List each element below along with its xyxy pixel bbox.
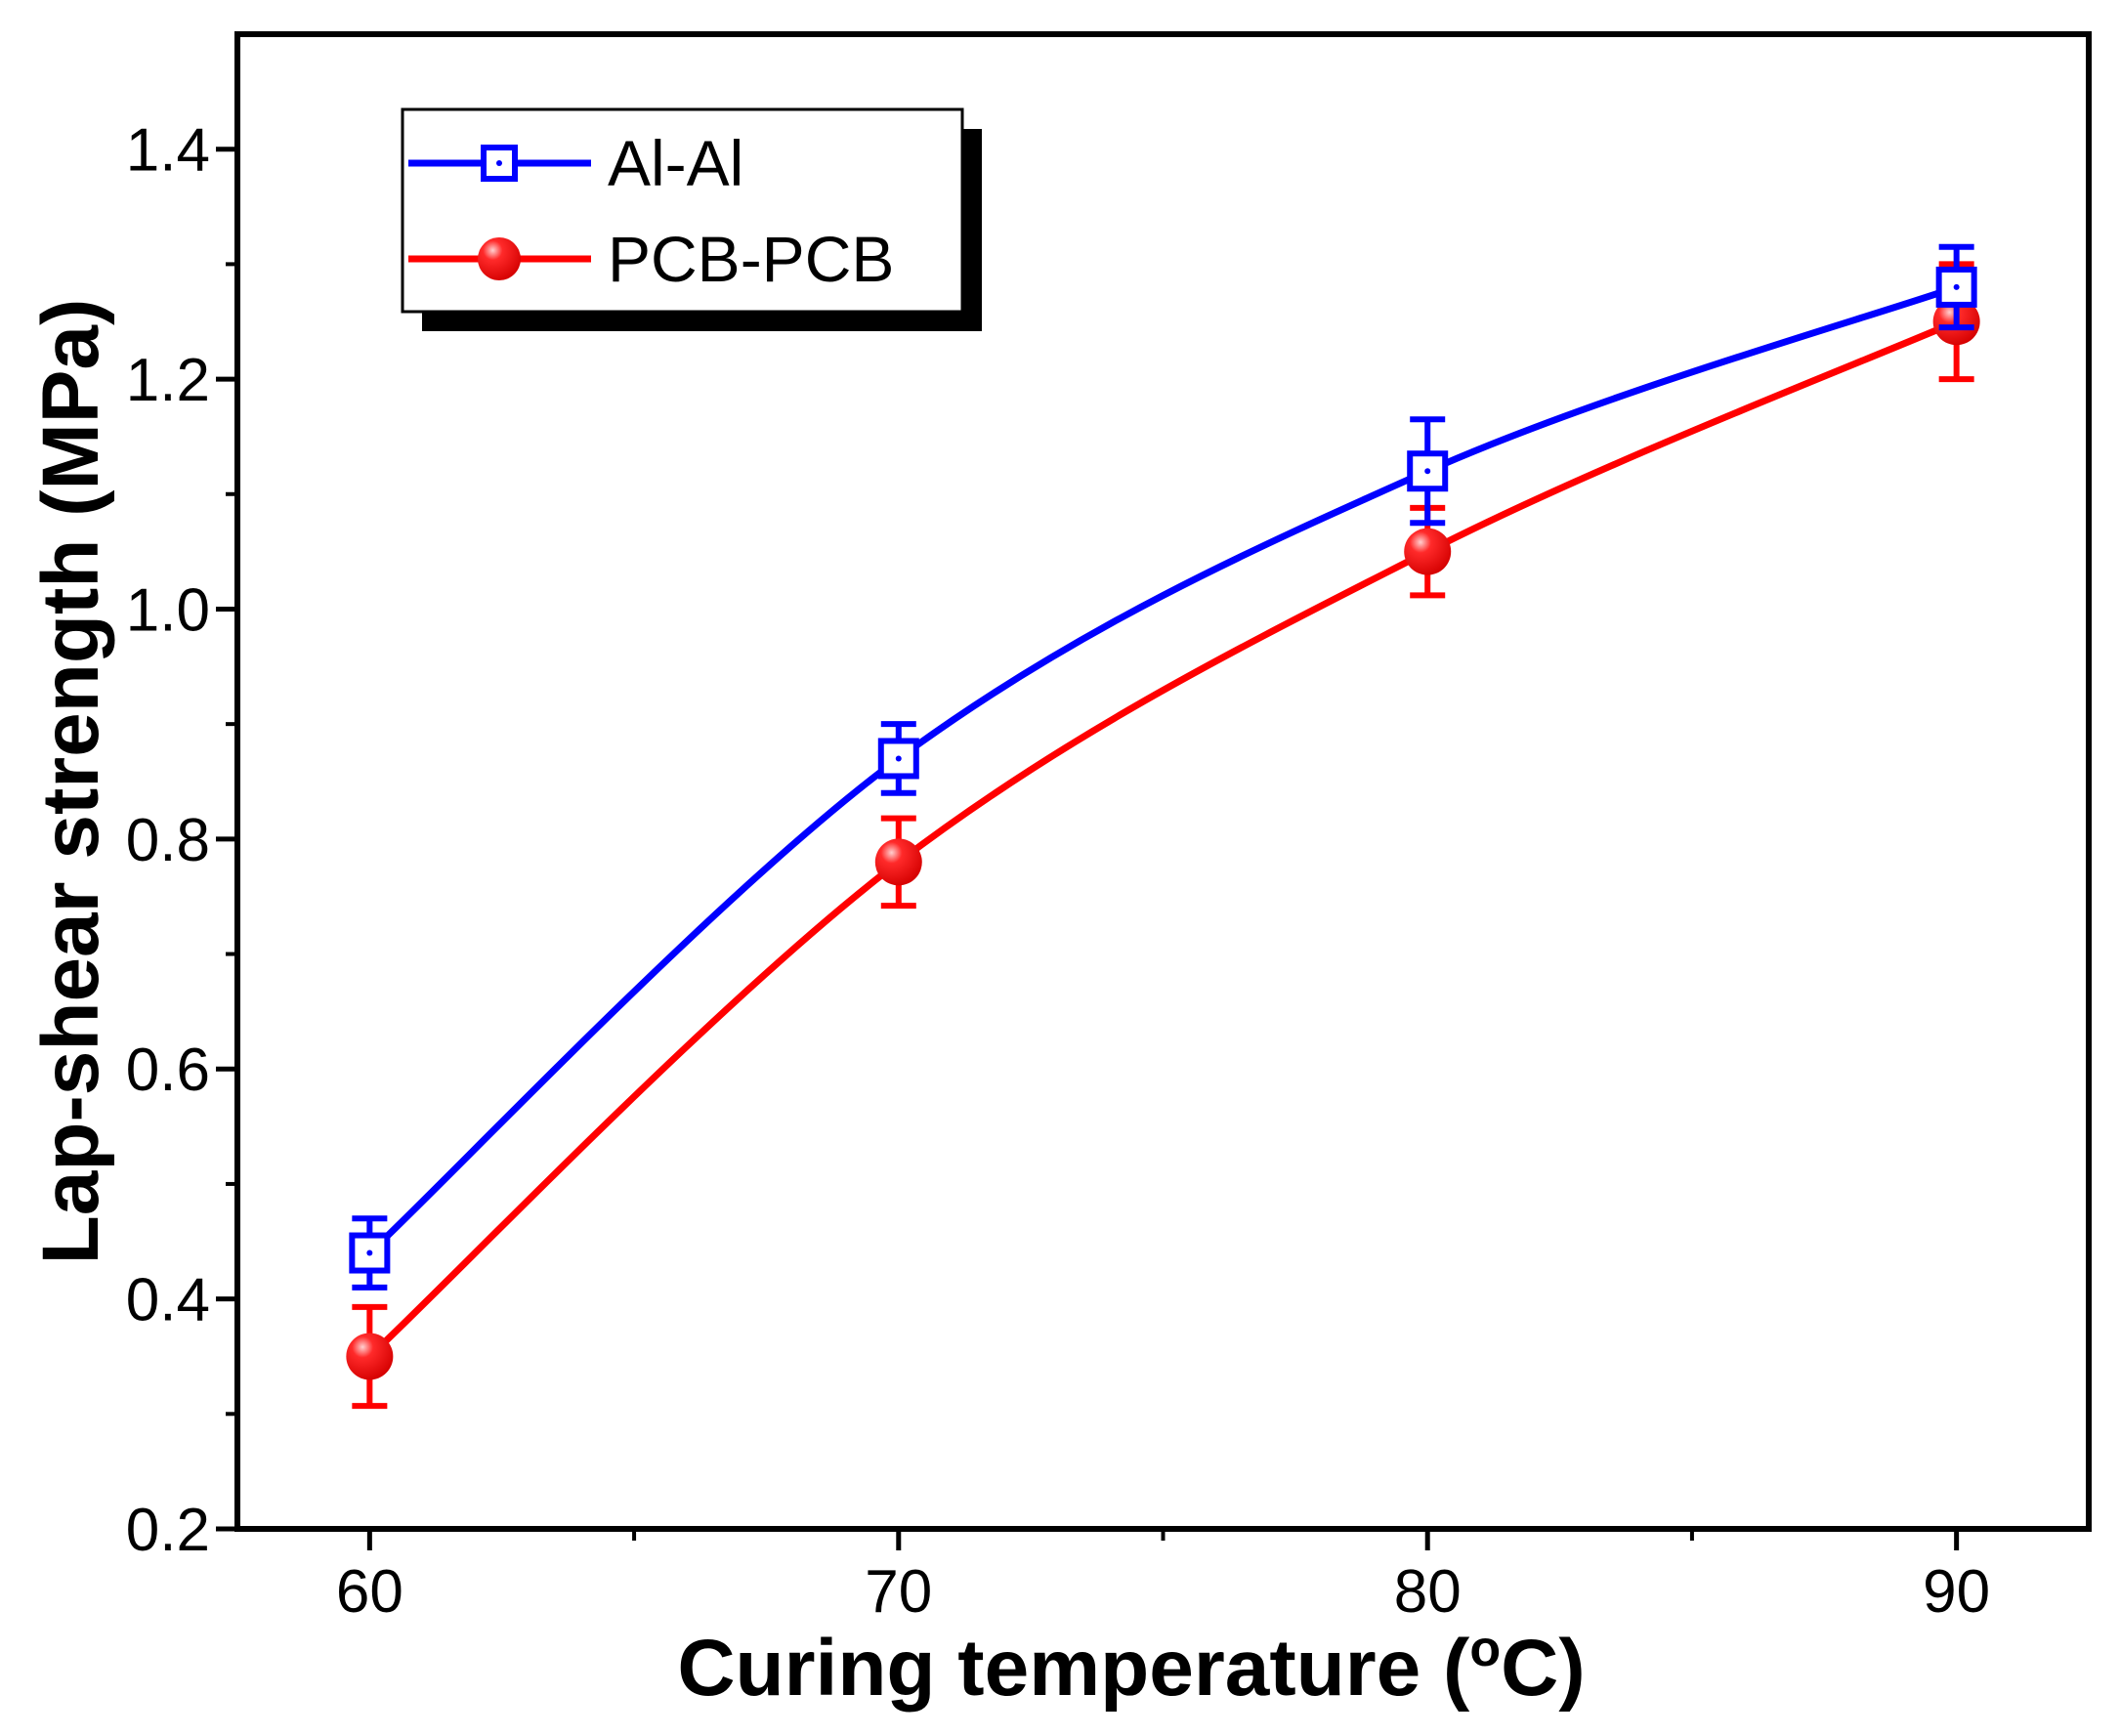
data-point-pcb-pcb (1404, 528, 1452, 575)
data-point-center-al-al (1424, 468, 1431, 475)
series-pcb-pcb (346, 261, 1980, 1410)
data-point-al-al (1407, 450, 1449, 492)
data-point-center-al-al (895, 755, 902, 762)
series-layer (346, 243, 1980, 1410)
series-line-al-al (366, 283, 1958, 1256)
legend-label-al-al: Al-Al (608, 127, 743, 199)
x-axis-title: Curing temperature (oC) (677, 1621, 1585, 1713)
data-point-al-al (349, 1232, 391, 1274)
y-tick-label: 1.2 (126, 347, 210, 414)
x-axis-unit-superscript: o (1469, 1621, 1501, 1677)
data-point-center-al-al (1953, 283, 1960, 290)
data-point-pcb-pcb (346, 1333, 394, 1380)
y-tick-label: 0.6 (126, 1037, 210, 1104)
y-tick-label: 1.0 (126, 576, 210, 644)
legend: Al-Al PCB-PCB (401, 107, 982, 331)
x-tick-label: 80 (1394, 1558, 1462, 1626)
legend-marker-pcb-pcb (478, 237, 521, 280)
axes-ticks: 0.2 0.4 0.6 0.8 1.0 1.2 1.4 60 70 80 90 (126, 117, 1990, 1626)
x-tick-label: 60 (336, 1558, 403, 1626)
legend-marker-al-al-dot (496, 160, 502, 166)
y-tick-label: 0.2 (126, 1497, 210, 1564)
data-point-center-al-al (366, 1249, 373, 1256)
y-tick-label: 0.8 (126, 807, 210, 874)
series-line-pcb-pcb (366, 318, 1959, 1360)
x-tick-label: 90 (1923, 1558, 1990, 1626)
data-point-pcb-pcb (874, 838, 922, 886)
x-tick-label: 70 (865, 1558, 932, 1626)
y-tick-label: 0.4 (126, 1267, 210, 1334)
y-axis-title: Lap-shear strength (MPa) (26, 299, 115, 1265)
series-al-al (349, 243, 1977, 1291)
legend-label-pcb-pcb: PCB-PCB (608, 223, 894, 295)
y-tick-label: 1.4 (126, 117, 210, 185)
data-point-al-al (1935, 266, 1977, 308)
